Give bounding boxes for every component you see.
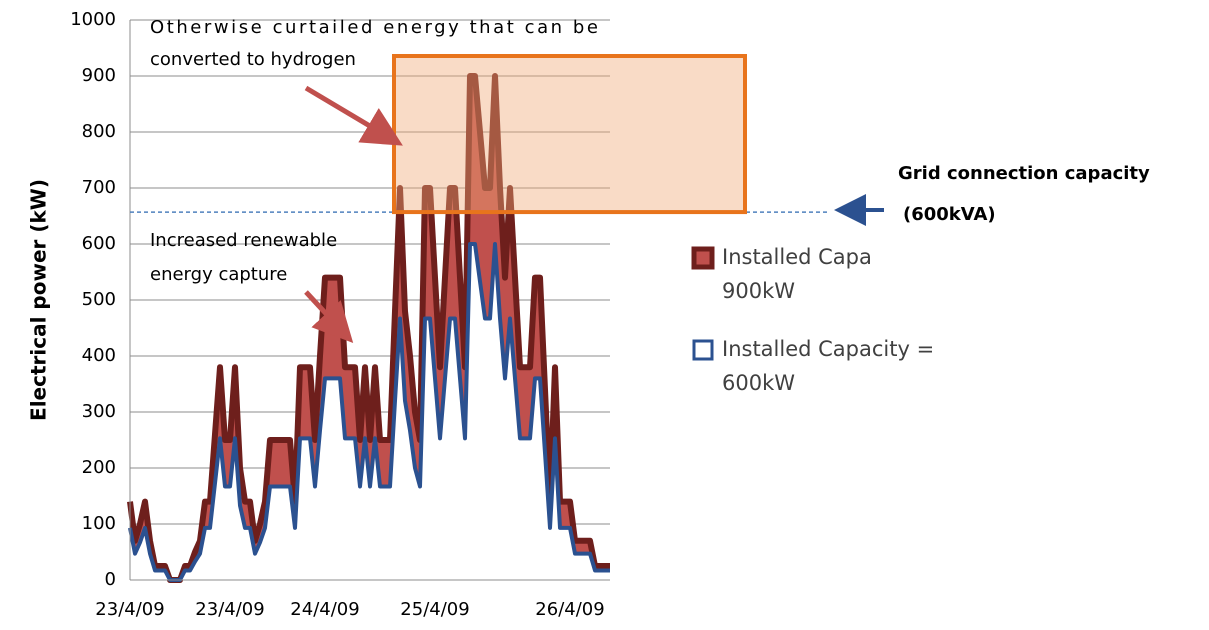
arrow <box>304 85 403 146</box>
annotation: Increased renewable <box>150 230 337 251</box>
y-tick-label: 900 <box>82 65 116 86</box>
legend-entry: Installed Capacity = 600kW <box>692 337 934 395</box>
x-tick-label: 23/4/09 <box>195 599 264 620</box>
legend-swatch <box>691 246 715 270</box>
area <box>130 244 610 580</box>
y-tick-label: 400 <box>82 345 116 366</box>
x-tick-label: 25/4/09 <box>400 599 469 620</box>
x-tick-label: 23/4/09 <box>95 599 164 620</box>
curtailed-box <box>392 54 747 215</box>
y-tick-label: 200 <box>82 457 116 478</box>
legend-swatch <box>692 339 714 361</box>
annotation: energy capture <box>150 264 287 285</box>
y-tick-label: 700 <box>82 177 116 198</box>
legend-entry: Installed Capacity = 900kW <box>691 245 934 303</box>
y-tick-label: 300 <box>82 401 116 422</box>
arrow <box>304 290 354 344</box>
y-tick-label: 0 <box>105 569 116 590</box>
x-tick-label: 26/4/09 <box>535 599 604 620</box>
series-line <box>128 242 610 582</box>
annotation: (600kVA) <box>903 204 996 225</box>
y-tick-label: 600 <box>82 233 116 254</box>
legend-label: Installed Capacity = 900kW <box>722 245 934 303</box>
y-tick-label: 500 <box>82 289 116 310</box>
series-line <box>127 73 610 583</box>
annotation: Grid connection capacity <box>898 163 1150 184</box>
y-tick-label: 100 <box>82 513 116 534</box>
y-axis-title: Electrical power (kW) <box>27 179 51 421</box>
y-tick-label: 800 <box>82 121 116 142</box>
y-tick-label: 1000 <box>70 9 116 30</box>
annotation: Otherwise curtailed energy that can be <box>150 17 598 38</box>
x-tick-label: 24/4/09 <box>290 599 359 620</box>
legend-label: Installed Capacity = 600kW <box>722 337 934 395</box>
annotation: converted to hydrogen <box>150 49 356 70</box>
